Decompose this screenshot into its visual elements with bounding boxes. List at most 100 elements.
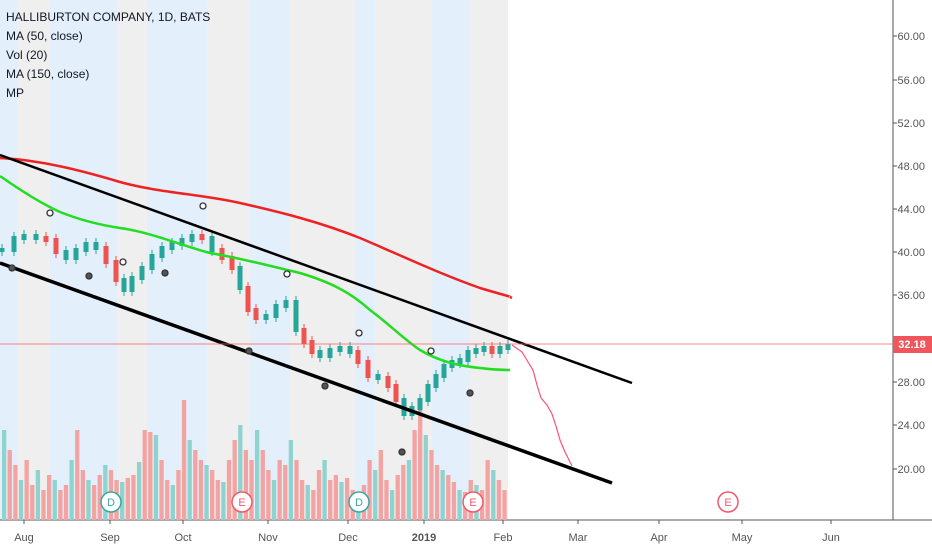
volume-bar <box>412 430 417 520</box>
candle-body <box>199 234 205 240</box>
volume-bar <box>401 465 406 520</box>
time-tick-label: Mar <box>569 532 588 544</box>
volume-bar <box>125 478 130 520</box>
candle-body <box>0 248 5 252</box>
time-tick-label: Aug <box>14 532 34 544</box>
legend-item-3[interactable]: MA (150, close) <box>6 67 90 81</box>
volume-bar <box>153 435 159 520</box>
candle-body <box>73 248 79 260</box>
volume-bar <box>395 475 400 520</box>
candle-body <box>33 234 39 240</box>
volume-bar <box>322 460 327 520</box>
volume-bar <box>249 460 254 520</box>
volume-bar <box>120 482 125 520</box>
candle-body <box>43 236 49 242</box>
volume-bar <box>204 465 209 520</box>
time-tick-label: Oct <box>174 532 191 544</box>
candle-body <box>263 314 269 320</box>
volume-bar <box>305 485 310 520</box>
candle-body <box>113 260 119 282</box>
legend-item-1[interactable]: MA (50, close) <box>6 29 83 43</box>
event-marker-label: E <box>238 497 245 509</box>
volume-bar <box>418 400 423 520</box>
event-marker-e[interactable]: E <box>717 491 739 513</box>
volume-bar <box>30 485 35 520</box>
volume-bar <box>243 450 249 520</box>
candle-body <box>53 238 59 254</box>
volume-bar <box>181 400 187 520</box>
volume-bar <box>255 430 260 520</box>
volume-bar <box>193 450 198 520</box>
volume-bar <box>496 480 502 520</box>
price-axis[interactable]: 60.00 56.00 52.00 48.00 44.00 40.00 36.00 28.00… <box>893 31 925 476</box>
event-marker-label: E <box>469 497 476 509</box>
volume-bar <box>311 490 316 520</box>
volume-bar <box>103 465 108 520</box>
volume-bar <box>328 480 333 520</box>
candle-body <box>237 266 243 290</box>
volume-bar <box>339 482 344 520</box>
candle-body <box>385 376 391 388</box>
event-marker-e[interactable]: E <box>231 491 253 513</box>
ma50-line <box>0 174 511 372</box>
legend-item-4[interactable]: MP <box>6 86 24 100</box>
candle-body <box>169 242 175 250</box>
volume-bars <box>2 400 507 520</box>
volume-bar <box>429 450 434 520</box>
event-marker-d[interactable]: D <box>100 491 122 513</box>
event-marker-d[interactable]: D <box>348 491 370 513</box>
event-marker-e[interactable]: E <box>462 491 484 513</box>
volume-bar <box>210 470 215 520</box>
legend-item-0[interactable]: HALLIBURTON COMPANY, 1D, BATS <box>6 10 211 24</box>
candle-body <box>129 276 135 292</box>
legend-item-2[interactable]: Vol (20) <box>6 48 48 62</box>
candle-body <box>121 278 127 292</box>
candle-body <box>253 308 259 320</box>
candle-body <box>393 384 399 402</box>
volume-bar <box>176 470 181 520</box>
volume-bar <box>97 475 102 520</box>
time-axis[interactable]: Aug Sep Oct Nov Dec 2019 Feb Mar Apr May Jun <box>14 520 840 544</box>
volume-bar <box>333 475 339 520</box>
candle-body <box>347 346 353 354</box>
time-tick-label: Apr <box>650 532 667 544</box>
event-marker-label: D <box>355 497 363 509</box>
candle-body <box>505 344 511 350</box>
volume-bar <box>159 460 164 520</box>
ma150-line <box>0 156 513 300</box>
candle-body <box>355 350 361 364</box>
volume-bar <box>142 430 147 520</box>
candle-body <box>457 358 463 364</box>
volume-bar <box>446 475 451 520</box>
time-tick-label: Dec <box>338 532 358 544</box>
candle-body <box>317 350 323 358</box>
volume-bar <box>299 480 305 520</box>
candle-body <box>159 246 165 258</box>
price-tick-label: 20.00 <box>897 464 925 476</box>
candle-body <box>375 374 381 380</box>
price-tick-label: 36.00 <box>897 290 925 302</box>
time-tick-label: May <box>732 532 753 544</box>
candle-body <box>189 234 195 242</box>
candle-body <box>93 242 99 250</box>
price-tick-label: 28.00 <box>897 377 925 389</box>
candle-body <box>417 398 423 410</box>
volume-bar <box>46 475 52 520</box>
volume-bar <box>260 450 265 520</box>
volume-bar <box>198 460 204 520</box>
candle-body <box>293 300 299 332</box>
price-tick-label: 52.00 <box>897 118 925 130</box>
volume-bar <box>434 465 440 520</box>
candle-body <box>497 346 503 354</box>
volume-bar <box>384 480 389 520</box>
volume-bar <box>283 465 288 520</box>
volume-bar <box>41 490 46 520</box>
candle-body <box>365 360 371 378</box>
price-tick-label: 44.00 <box>897 204 925 216</box>
volume-bar <box>148 432 153 520</box>
candle-body <box>425 384 431 402</box>
last-price-label: 32.18 <box>898 339 926 351</box>
